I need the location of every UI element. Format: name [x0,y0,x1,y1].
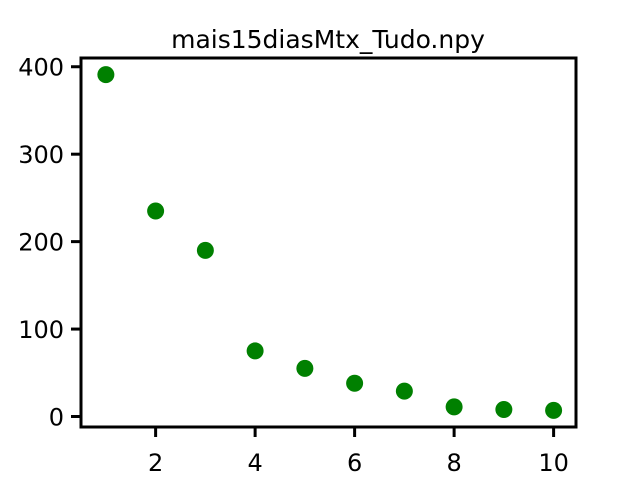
data-point [445,398,463,416]
data-point [346,374,364,392]
x-tick-label: 2 [148,449,163,477]
data-point [147,202,165,220]
data-point [545,401,563,419]
y-tick-label: 100 [18,316,64,344]
y-tick-label: 400 [18,54,64,82]
data-point [495,401,513,419]
data-point [196,241,214,259]
data-points [97,66,563,419]
y-tick-label: 0 [49,404,64,432]
chart-title: mais15diasMtx_Tudo.npy [171,25,485,54]
data-point [246,342,264,360]
y-tick-label: 200 [18,229,64,257]
y-tick-label: 300 [18,141,64,169]
plot-frame [79,56,578,429]
data-point [97,66,115,84]
data-point [296,359,314,377]
x-tick-label: 6 [347,449,362,477]
x-tick-label: 4 [247,449,262,477]
x-tick-label: 8 [446,449,461,477]
x-tick-label: 10 [538,449,569,477]
data-point [395,382,413,400]
